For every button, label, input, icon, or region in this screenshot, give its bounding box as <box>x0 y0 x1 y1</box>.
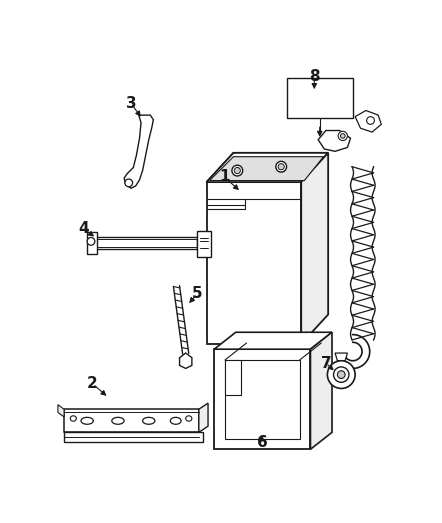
Text: 1: 1 <box>219 169 229 184</box>
Ellipse shape <box>70 416 76 421</box>
Ellipse shape <box>81 417 93 424</box>
Polygon shape <box>214 349 310 449</box>
Polygon shape <box>335 353 347 361</box>
Circle shape <box>338 131 347 141</box>
Circle shape <box>367 117 374 124</box>
Circle shape <box>328 361 355 389</box>
Polygon shape <box>206 153 328 182</box>
Polygon shape <box>301 153 328 344</box>
Circle shape <box>87 237 95 245</box>
Polygon shape <box>206 153 328 182</box>
Polygon shape <box>124 115 153 188</box>
Polygon shape <box>91 237 197 249</box>
Circle shape <box>340 133 345 138</box>
Polygon shape <box>179 353 192 368</box>
Circle shape <box>234 167 240 174</box>
Polygon shape <box>58 405 64 417</box>
Ellipse shape <box>143 417 155 424</box>
Ellipse shape <box>112 417 124 424</box>
Polygon shape <box>64 433 202 441</box>
Polygon shape <box>318 131 351 151</box>
Circle shape <box>334 367 349 382</box>
Circle shape <box>337 371 345 379</box>
Polygon shape <box>87 232 97 254</box>
Ellipse shape <box>186 416 192 421</box>
Polygon shape <box>64 410 199 433</box>
Text: 3: 3 <box>126 96 137 111</box>
Polygon shape <box>310 332 332 449</box>
Circle shape <box>232 165 243 176</box>
Polygon shape <box>355 110 381 132</box>
Polygon shape <box>210 157 324 180</box>
Polygon shape <box>225 360 241 395</box>
Text: 2: 2 <box>87 377 98 391</box>
Ellipse shape <box>170 417 181 424</box>
Polygon shape <box>206 182 301 344</box>
Circle shape <box>276 161 286 172</box>
Text: 8: 8 <box>309 69 320 84</box>
Polygon shape <box>197 231 211 257</box>
Text: 6: 6 <box>256 435 267 450</box>
Text: 4: 4 <box>78 221 88 236</box>
Text: 5: 5 <box>192 286 202 301</box>
Text: 7: 7 <box>320 356 331 371</box>
Bar <box>287 78 353 118</box>
Polygon shape <box>214 332 332 349</box>
Circle shape <box>125 179 133 187</box>
Polygon shape <box>225 360 300 438</box>
Polygon shape <box>199 403 208 433</box>
Circle shape <box>278 164 284 170</box>
